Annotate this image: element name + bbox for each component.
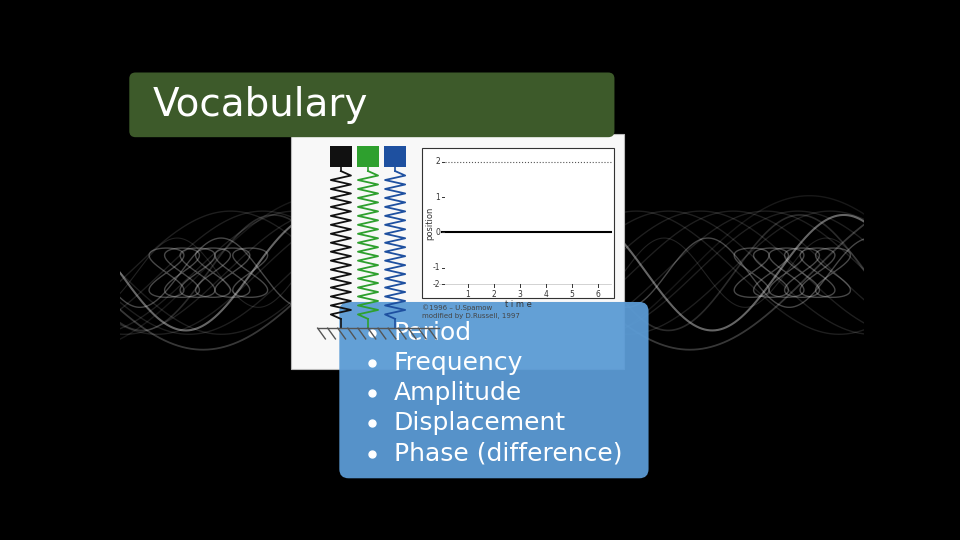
Text: 5: 5 bbox=[569, 291, 574, 299]
Text: 3: 3 bbox=[517, 291, 522, 299]
FancyBboxPatch shape bbox=[422, 148, 614, 298]
Text: -1: -1 bbox=[433, 263, 440, 272]
FancyBboxPatch shape bbox=[384, 146, 406, 167]
Text: Displacement: Displacement bbox=[394, 411, 565, 435]
FancyBboxPatch shape bbox=[291, 134, 624, 369]
FancyBboxPatch shape bbox=[357, 146, 379, 167]
Text: position: position bbox=[425, 206, 435, 240]
Text: 2: 2 bbox=[492, 291, 496, 299]
Text: Amplitude: Amplitude bbox=[394, 381, 522, 405]
FancyBboxPatch shape bbox=[130, 72, 614, 137]
FancyBboxPatch shape bbox=[330, 146, 351, 167]
Text: Period: Period bbox=[394, 321, 471, 345]
Text: Phase (difference): Phase (difference) bbox=[394, 442, 622, 465]
Text: -2: -2 bbox=[433, 280, 440, 289]
Text: 4: 4 bbox=[543, 291, 548, 299]
Text: 0: 0 bbox=[435, 228, 440, 237]
FancyBboxPatch shape bbox=[339, 302, 649, 478]
Text: 1: 1 bbox=[435, 193, 440, 201]
Text: Frequency: Frequency bbox=[394, 351, 523, 375]
Text: 6: 6 bbox=[595, 291, 600, 299]
Text: t i m e: t i m e bbox=[505, 300, 532, 309]
Text: 1: 1 bbox=[466, 291, 470, 299]
Text: Vocabulary: Vocabulary bbox=[153, 86, 368, 124]
Text: ©1996 – U.Spamow
modified by D.Russell, 1997: ©1996 – U.Spamow modified by D.Russell, … bbox=[422, 304, 520, 319]
Text: 2: 2 bbox=[435, 157, 440, 166]
